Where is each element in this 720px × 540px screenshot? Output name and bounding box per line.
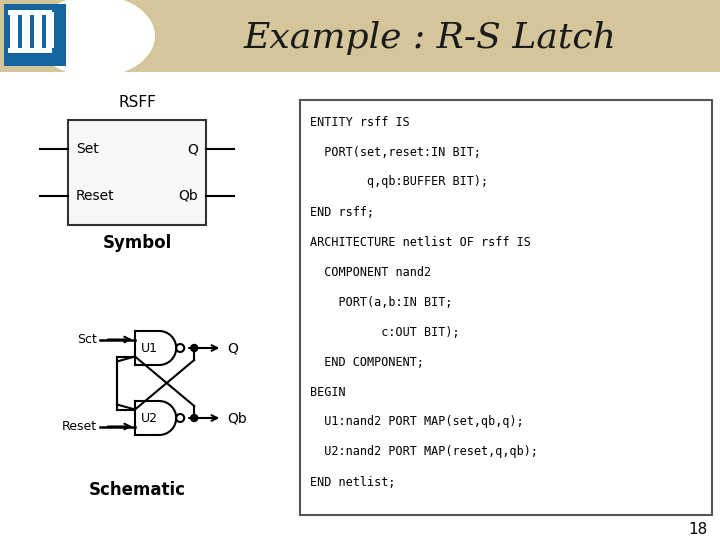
Bar: [68, 120, 206, 225]
Circle shape: [191, 415, 198, 422]
Text: Symbol: Symbol: [102, 234, 171, 252]
Circle shape: [176, 344, 184, 352]
Text: U1:nand2 PORT MAP(set,qb,q);: U1:nand2 PORT MAP(set,qb,q);: [310, 415, 523, 429]
Text: U1: U1: [140, 341, 158, 354]
Bar: [300, 100, 712, 515]
Text: U2: U2: [140, 411, 158, 424]
Bar: [34, 12, 42, 48]
Text: Sct: Sct: [77, 333, 97, 346]
Text: q,qb:BUFFER BIT);: q,qb:BUFFER BIT);: [310, 176, 488, 188]
Bar: [10, 12, 18, 48]
Text: END rsff;: END rsff;: [310, 206, 374, 219]
Text: END netlist;: END netlist;: [310, 476, 395, 489]
Text: Q: Q: [228, 341, 238, 355]
Circle shape: [176, 414, 184, 422]
Text: Example : R-S Latch: Example : R-S Latch: [243, 21, 616, 55]
Text: BEGIN: BEGIN: [310, 386, 346, 399]
Text: PORT(a,b:IN BIT;: PORT(a,b:IN BIT;: [310, 295, 452, 308]
Text: END COMPONENT;: END COMPONENT;: [310, 355, 424, 368]
Text: Qb: Qb: [179, 188, 198, 202]
Text: Reset: Reset: [62, 420, 97, 433]
Bar: [0, 0, 720, 72]
Bar: [8, 48, 52, 53]
Text: Qb: Qb: [228, 411, 247, 425]
Text: ENTITY rsff IS: ENTITY rsff IS: [310, 116, 410, 129]
Bar: [22, 12, 30, 48]
Bar: [8, 10, 52, 15]
Ellipse shape: [35, 0, 155, 77]
Text: Reset: Reset: [76, 188, 114, 202]
Text: U2:nand2 PORT MAP(reset,q,qb);: U2:nand2 PORT MAP(reset,q,qb);: [310, 446, 538, 458]
Text: Set: Set: [76, 143, 99, 157]
Circle shape: [191, 345, 198, 352]
Text: ARCHITECTURE netlist OF rsff IS: ARCHITECTURE netlist OF rsff IS: [310, 235, 531, 248]
Text: COMPONENT nand2: COMPONENT nand2: [310, 266, 431, 279]
Text: 18: 18: [689, 523, 708, 537]
Text: Q: Q: [187, 143, 198, 157]
Bar: [46, 12, 54, 48]
Text: PORT(set,reset:IN BIT;: PORT(set,reset:IN BIT;: [310, 145, 481, 159]
Bar: [4, 4, 66, 66]
Text: RSFF: RSFF: [118, 95, 156, 110]
Text: Schematic: Schematic: [89, 481, 186, 499]
Text: c:OUT BIT);: c:OUT BIT);: [310, 326, 459, 339]
